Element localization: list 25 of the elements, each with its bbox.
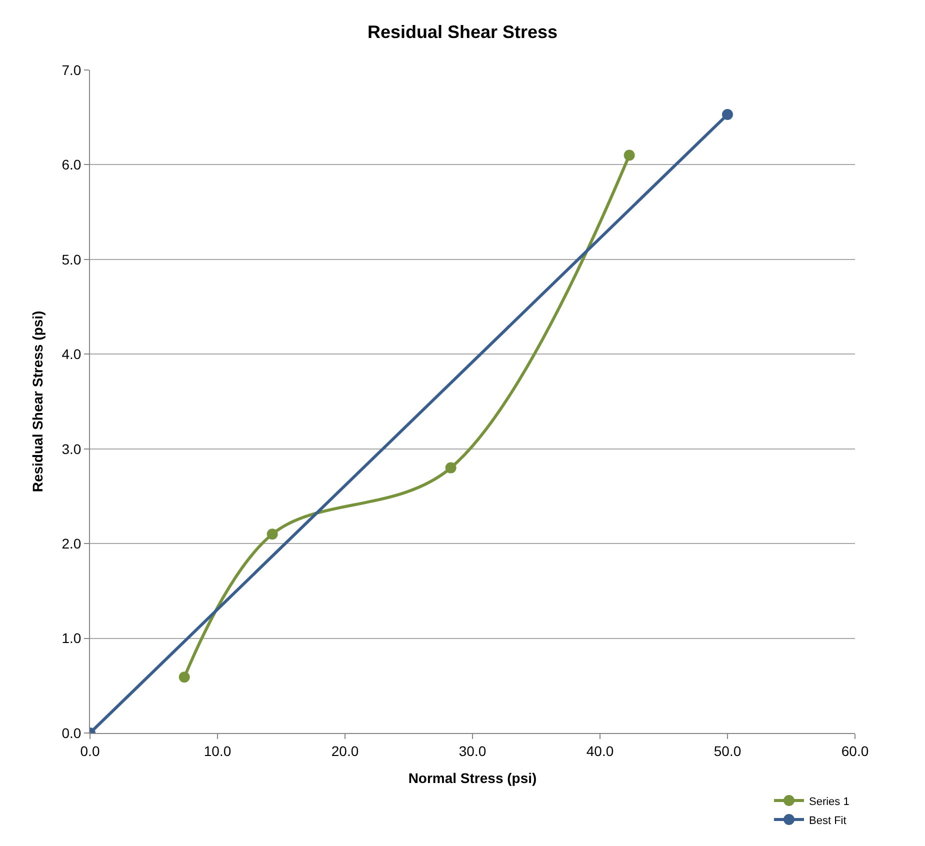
y-tick-label: 4.0 [62, 346, 82, 362]
y-tick-label: 7.0 [62, 62, 82, 78]
y-tick-label: 6.0 [62, 156, 82, 173]
x-tick-label: 10.0 [204, 742, 232, 759]
y-tick-label: 1.0 [62, 630, 82, 646]
point [445, 462, 456, 474]
y-axis-title: Residual Shear Stress (psi) [29, 310, 46, 492]
legend-label: Best Fit [809, 814, 846, 827]
legend-label: Series 1 [809, 796, 850, 808]
chart-title: Residual Shear Stress [367, 22, 558, 42]
x-axis-title: Normal Stress (psi) [408, 770, 537, 786]
point [722, 109, 733, 120]
y-tick-label: 0.0 [62, 724, 82, 741]
y-tick-label: 2.0 [62, 535, 82, 552]
y-tick-label: 5.0 [62, 251, 82, 268]
x-tick-label: 40.0 [586, 742, 614, 759]
x-tick-label: 30.0 [458, 742, 486, 759]
point [624, 150, 635, 161]
x-tick-label: 0.0 [80, 742, 100, 759]
x-tick-label: 60.0 [841, 742, 869, 759]
y-tick-label: 3.0 [62, 440, 82, 457]
x-tick-label: 50.0 [714, 742, 742, 759]
point [178, 672, 190, 683]
x-tick-label: 20.0 [331, 742, 359, 759]
point [266, 528, 278, 540]
